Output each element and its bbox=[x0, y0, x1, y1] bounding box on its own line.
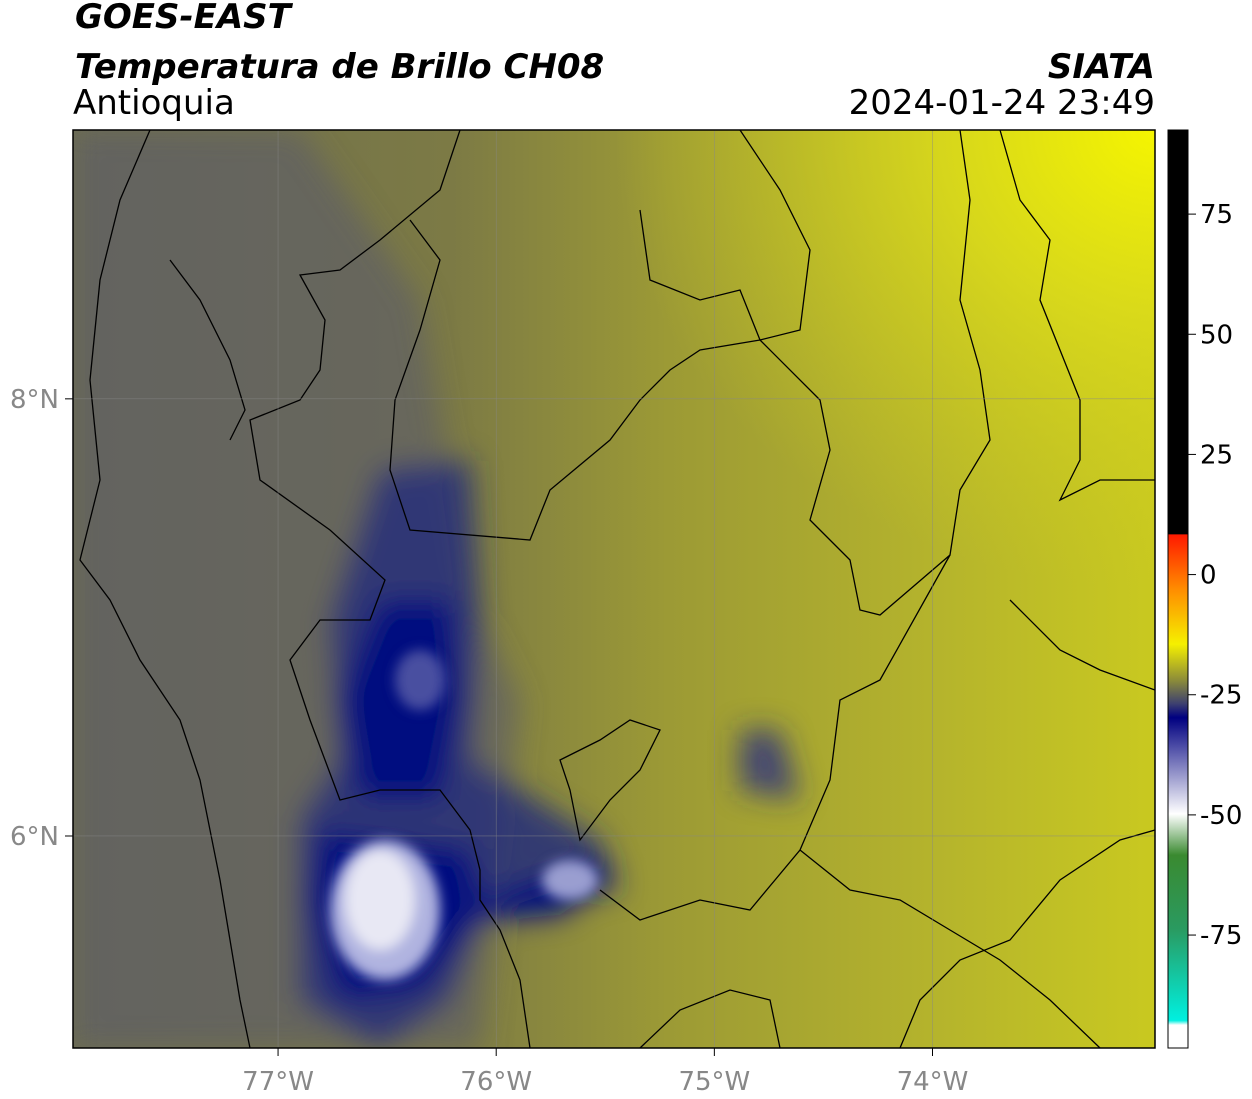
colorbar-tick-label: 0 bbox=[1200, 561, 1217, 591]
product: Temperatura de Brillo CH08 bbox=[75, 47, 604, 87]
cold-core bbox=[330, 650, 598, 980]
colorbar bbox=[1167, 129, 1189, 1049]
colorbar-tick-label: 25 bbox=[1200, 440, 1233, 470]
x-tick-label: 76°W bbox=[460, 1067, 532, 1097]
source: SIATA bbox=[1048, 47, 1155, 87]
y-tick-label: 8°N bbox=[10, 385, 59, 415]
colorbar-tick-label: 75 bbox=[1200, 200, 1233, 230]
borders bbox=[79, 130, 1155, 1048]
x-tick-label: 77°W bbox=[242, 1067, 314, 1097]
map-frame bbox=[72, 129, 1156, 1049]
x-tick-label: 75°W bbox=[678, 1067, 750, 1097]
y-tick-label: 6°N bbox=[10, 822, 59, 852]
x-tick-label: 74°W bbox=[897, 1067, 969, 1097]
datetime: 2024-01-24 23:49 bbox=[849, 83, 1155, 123]
colorbar-tick-label: 50 bbox=[1200, 320, 1233, 350]
region: Antioquia bbox=[73, 83, 235, 123]
colorbar-tick-label: -75 bbox=[1200, 921, 1242, 951]
colorbar-tick-label: -50 bbox=[1200, 801, 1242, 831]
title: GOES-EAST bbox=[75, 0, 294, 37]
map bbox=[73, 130, 1155, 1048]
colorbar-tick-label: -25 bbox=[1200, 681, 1242, 711]
